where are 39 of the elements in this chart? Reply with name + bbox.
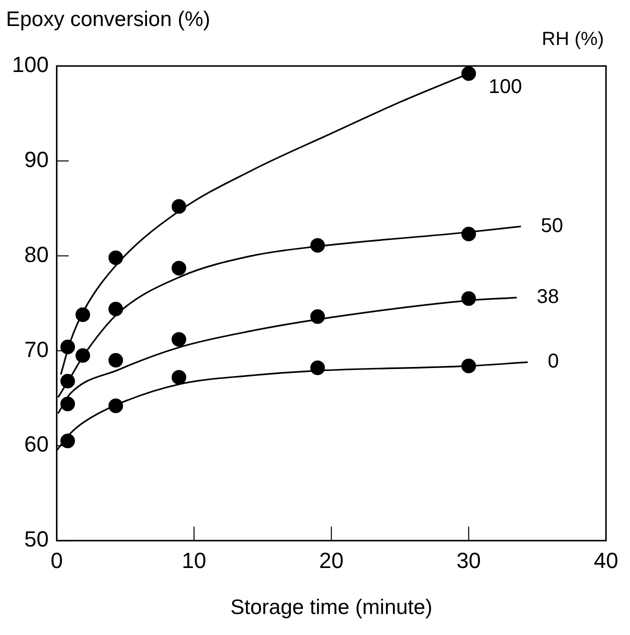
y-tick-label: 70 (24, 336, 49, 362)
point (172, 332, 186, 347)
x-tick-label: 40 (594, 548, 618, 573)
point (310, 238, 325, 253)
point (461, 226, 476, 242)
point (60, 434, 75, 448)
y-tick-label: 50 (24, 526, 49, 552)
series-label: 0 (548, 350, 559, 373)
y-tick-label: 60 (24, 432, 49, 457)
series-label: 50 (540, 214, 564, 237)
point (461, 66, 476, 81)
y-tick-label: 80 (24, 242, 49, 267)
series-label: 100 (488, 76, 522, 98)
point (172, 199, 186, 214)
x-tick-label: 30 (456, 548, 481, 573)
point (108, 302, 124, 316)
point (310, 360, 325, 376)
series-label: 38 (536, 286, 559, 308)
point (172, 370, 186, 385)
point (76, 307, 90, 322)
x-tick-label: 0 (50, 548, 63, 573)
point (461, 358, 476, 374)
point (172, 260, 186, 276)
y-tick-label: 100 (12, 52, 49, 78)
point (60, 340, 75, 354)
point (108, 398, 124, 414)
y-axis-title: Epoxy conversion (%) (6, 8, 210, 31)
point (108, 352, 124, 368)
y-tick-label: 90 (24, 146, 49, 172)
point (60, 374, 75, 388)
point (310, 309, 325, 324)
x-tick-label: 20 (319, 548, 344, 573)
point (461, 291, 476, 306)
point (76, 348, 90, 363)
x-axis-title: Storage time (minute) (230, 596, 432, 619)
legend-title: RH (%) (542, 29, 604, 50)
x-tick-label: 10 (182, 548, 206, 573)
point (108, 250, 124, 266)
point (60, 396, 75, 412)
